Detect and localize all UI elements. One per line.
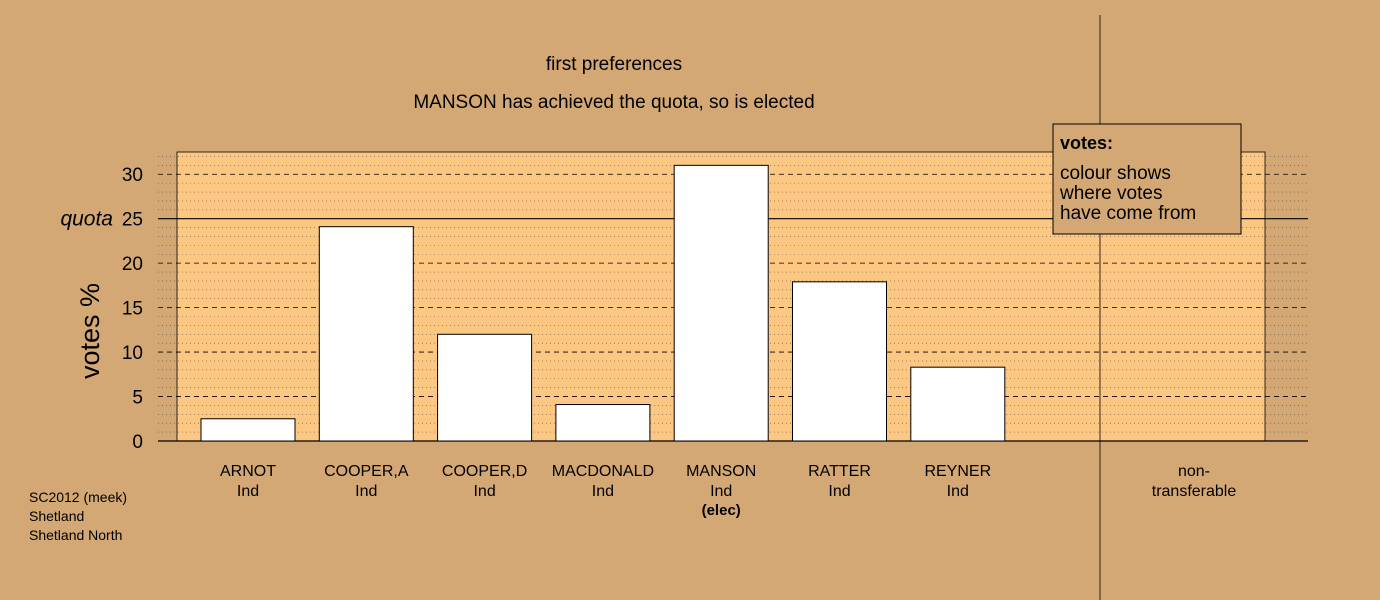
bar-ratter <box>792 281 887 442</box>
x-category-label: REYNER <box>924 463 991 480</box>
legend-line-2: where votes <box>1059 183 1162 204</box>
chart-title: first preferences <box>546 54 682 75</box>
x-category-label: ARNOT <box>220 463 276 480</box>
y-tick-label: 25 <box>122 210 143 231</box>
x-category-label: COOPER,D <box>442 463 527 480</box>
quota-label: quota <box>60 208 113 231</box>
x-party-label: Ind <box>710 483 732 500</box>
legend-title: votes: <box>1060 133 1113 153</box>
bar-reyner <box>910 366 1006 442</box>
chart-subtitle: MANSON has achieved the quota, so is ele… <box>413 92 814 113</box>
legend-line-1: colour shows <box>1060 163 1171 184</box>
nontransferable-label-2: transferable <box>1152 483 1237 500</box>
x-category-label: COOPER,A <box>324 463 409 480</box>
x-party-label: Ind <box>473 483 495 500</box>
x-party-label: Ind <box>592 483 614 500</box>
y-tick-label: 5 <box>132 388 143 409</box>
x-party-label: Ind <box>828 483 850 500</box>
y-tick-label: 20 <box>122 254 143 275</box>
legend-line-3: have come from <box>1060 203 1196 224</box>
bar-macdonald <box>555 404 651 442</box>
footer-line-2: Shetland <box>29 508 84 524</box>
x-category-label: RATTER <box>808 463 871 480</box>
y-tick-label: 30 <box>122 165 143 186</box>
bar-cooper-d <box>437 333 533 442</box>
y-tick-label: 10 <box>122 343 143 364</box>
bar-cooper-a <box>318 226 414 442</box>
x-party-label: Ind <box>355 483 377 500</box>
x-category-label: MACDONALD <box>552 463 654 480</box>
nontransferable-label-1: non- <box>1178 463 1210 480</box>
footer-line-3: Shetland North <box>29 527 122 543</box>
y-tick-label: 15 <box>122 299 143 320</box>
x-category-label: MANSON <box>686 463 756 480</box>
footer-line-1: SC2012 (meek) <box>29 489 127 505</box>
footer-info: SC2012 (meek) Shetland Shetland North <box>29 489 127 543</box>
legend: votes: colour shows where votes have com… <box>1052 123 1242 235</box>
y-tick-label: 0 <box>132 432 143 453</box>
bar-manson <box>673 164 769 442</box>
elected-note: (elec) <box>702 502 741 519</box>
bar-arnot <box>200 418 296 442</box>
y-axis-label: votes % <box>75 283 105 379</box>
x-party-label: Ind <box>947 483 969 500</box>
x-party-label: Ind <box>237 483 259 500</box>
